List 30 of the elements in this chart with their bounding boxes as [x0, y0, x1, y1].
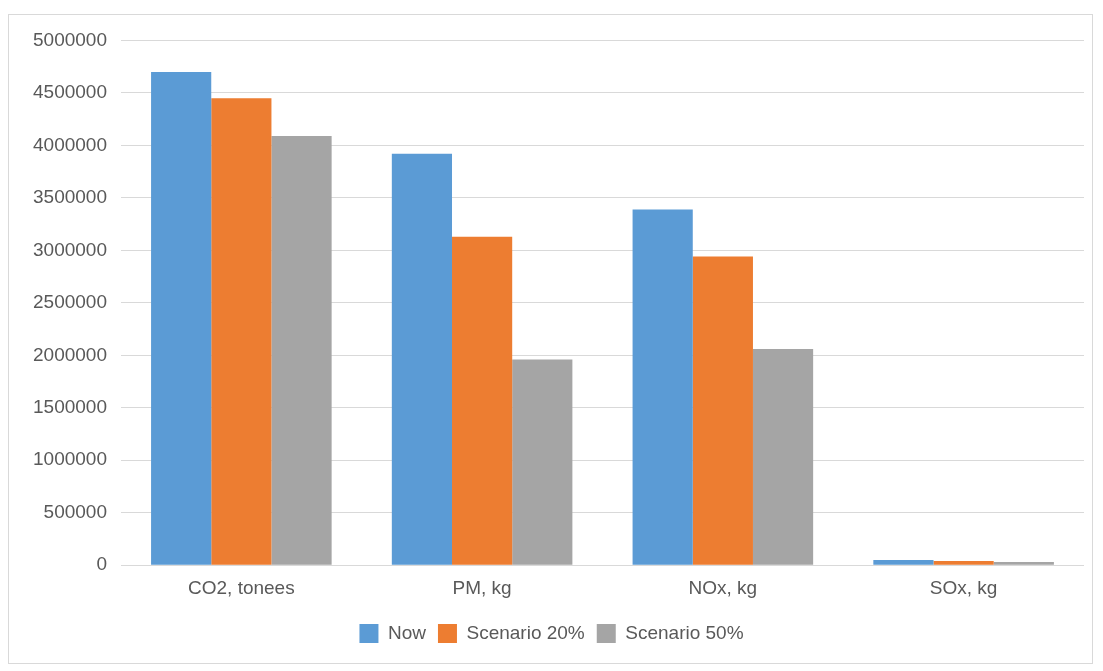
- bar: [873, 559, 934, 565]
- y-tick-label: 500000: [43, 500, 107, 522]
- bar: [391, 153, 453, 565]
- y-tick-label: 2000000: [33, 343, 107, 365]
- legend-label: Scenario 20%: [466, 621, 585, 643]
- legend-label: Scenario 50%: [625, 621, 744, 643]
- y-tick-label: 3500000: [33, 186, 107, 208]
- bar: [271, 135, 332, 565]
- y-tick-label: 2500000: [33, 291, 107, 313]
- x-tick-label: CO2, tonees: [188, 576, 295, 598]
- y-tick-label: 4500000: [33, 81, 107, 103]
- y-tick-label: 0: [96, 553, 107, 575]
- y-tick-label: 1500000: [33, 395, 107, 417]
- x-tick-label: SOx, kg: [929, 576, 998, 598]
- bar: [933, 561, 994, 565]
- bar: [452, 236, 513, 565]
- legend-label: Now: [387, 621, 427, 643]
- x-tick-label: PM, kg: [452, 576, 512, 598]
- x-tick-label: NOx, kg: [688, 576, 758, 598]
- bar: [512, 359, 573, 565]
- y-tick-label: 3000000: [33, 238, 107, 260]
- bar: [993, 562, 1054, 565]
- bar: [752, 348, 814, 565]
- y-tick-label: 4000000: [33, 133, 107, 155]
- y-tick-label: 5000000: [33, 28, 107, 50]
- y-tick-label: 1000000: [33, 448, 107, 470]
- bar: [151, 71, 212, 565]
- bar: [632, 209, 693, 565]
- bar: [692, 256, 753, 565]
- bar: [211, 98, 272, 565]
